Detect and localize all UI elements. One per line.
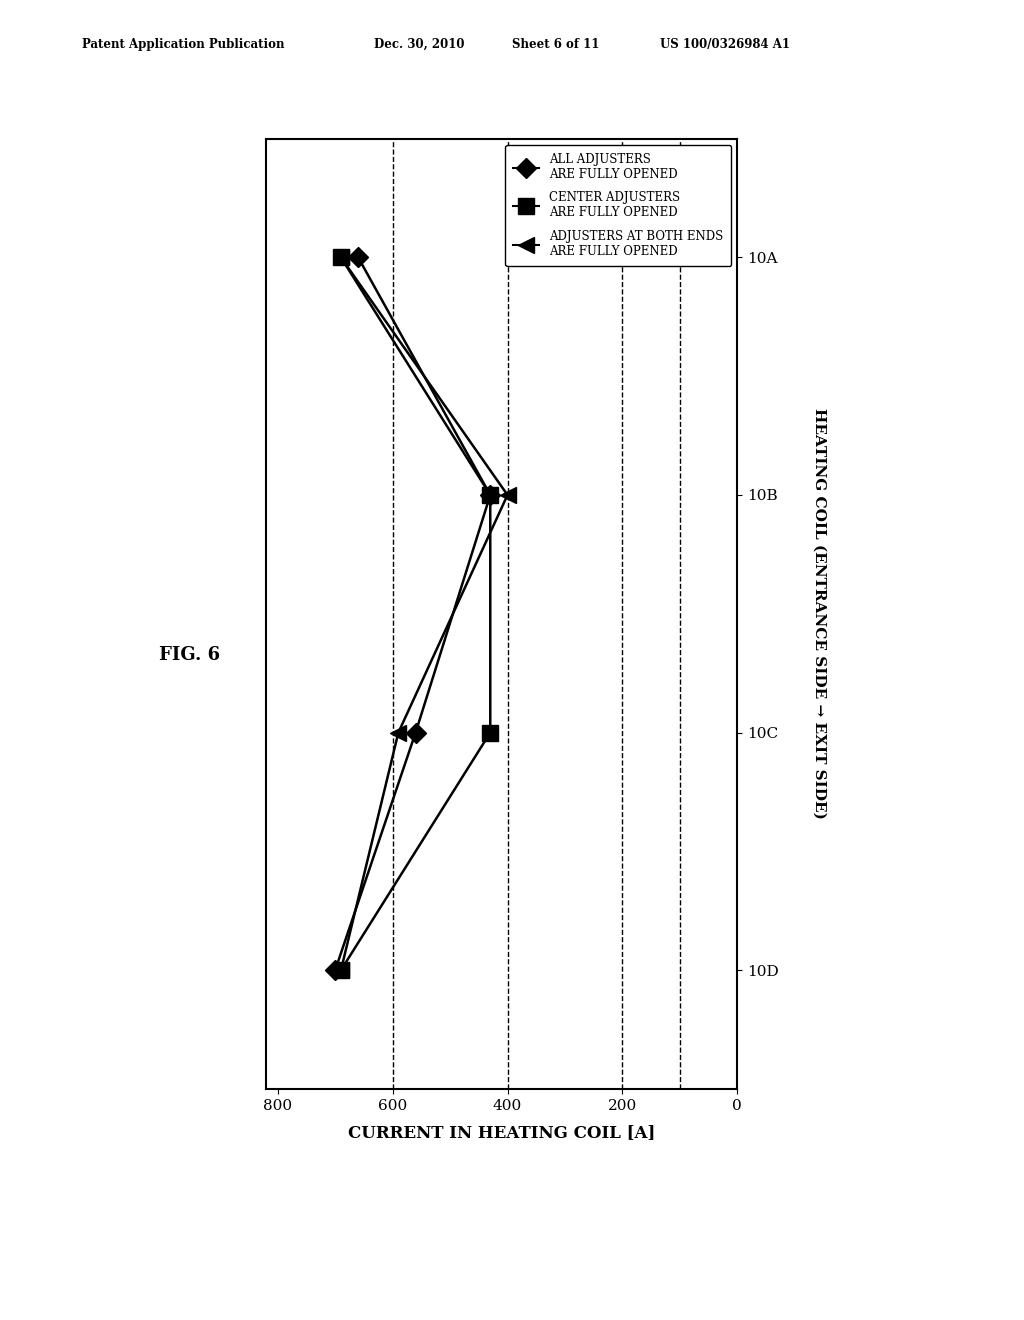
Text: Patent Application Publication: Patent Application Publication <box>82 37 285 50</box>
Text: HEATING COIL (ENTRANCE SIDE → EXIT SIDE): HEATING COIL (ENTRANCE SIDE → EXIT SIDE) <box>812 408 826 820</box>
Text: Dec. 30, 2010: Dec. 30, 2010 <box>374 37 464 50</box>
Text: Sheet 6 of 11: Sheet 6 of 11 <box>512 37 599 50</box>
Text: US 100/0326984 A1: US 100/0326984 A1 <box>660 37 791 50</box>
Text: FIG. 6: FIG. 6 <box>159 645 220 664</box>
X-axis label: CURRENT IN HEATING COIL [A]: CURRENT IN HEATING COIL [A] <box>348 1123 655 1140</box>
Legend: ALL ADJUSTERS
ARE FULLY OPENED, CENTER ADJUSTERS
ARE FULLY OPENED, ADJUSTERS AT : ALL ADJUSTERS ARE FULLY OPENED, CENTER A… <box>505 144 731 267</box>
